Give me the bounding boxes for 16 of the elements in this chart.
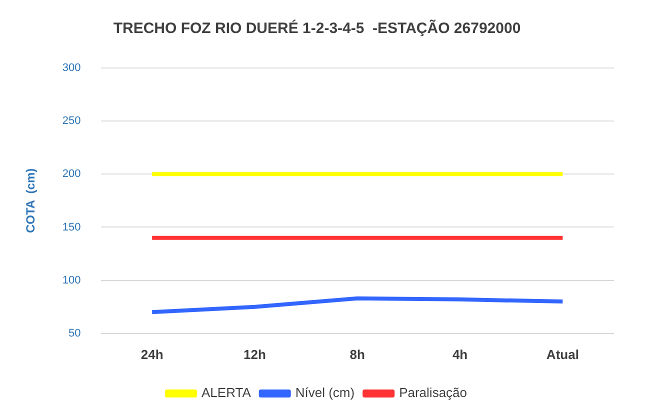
y-tick-label: 50 <box>68 327 81 340</box>
x-tick-label: 8h <box>350 346 366 362</box>
y-tick-label: 250 <box>62 115 81 128</box>
legend-label: Paralisação <box>399 385 468 400</box>
chart-title: TRECHO FOZ RIO DUERÉ 1-2-3-4-5 -ESTAÇÃO 26792000 <box>113 19 521 38</box>
legend-label: ALERTA <box>201 385 252 400</box>
x-tick-label: 4h <box>452 346 468 362</box>
y-tick-label: 300 <box>62 62 81 74</box>
y-tick-label: 150 <box>62 221 81 234</box>
y-axis-title: COTA (cm) <box>24 168 38 234</box>
y-tick-label: 200 <box>62 168 81 180</box>
legend-label: Nível (cm) <box>295 385 355 400</box>
x-tick-label: 12h <box>244 346 266 362</box>
x-tick-label: Atual <box>546 346 579 362</box>
x-tick-label: 24h <box>140 346 164 362</box>
y-tick-label: 100 <box>62 274 81 286</box>
